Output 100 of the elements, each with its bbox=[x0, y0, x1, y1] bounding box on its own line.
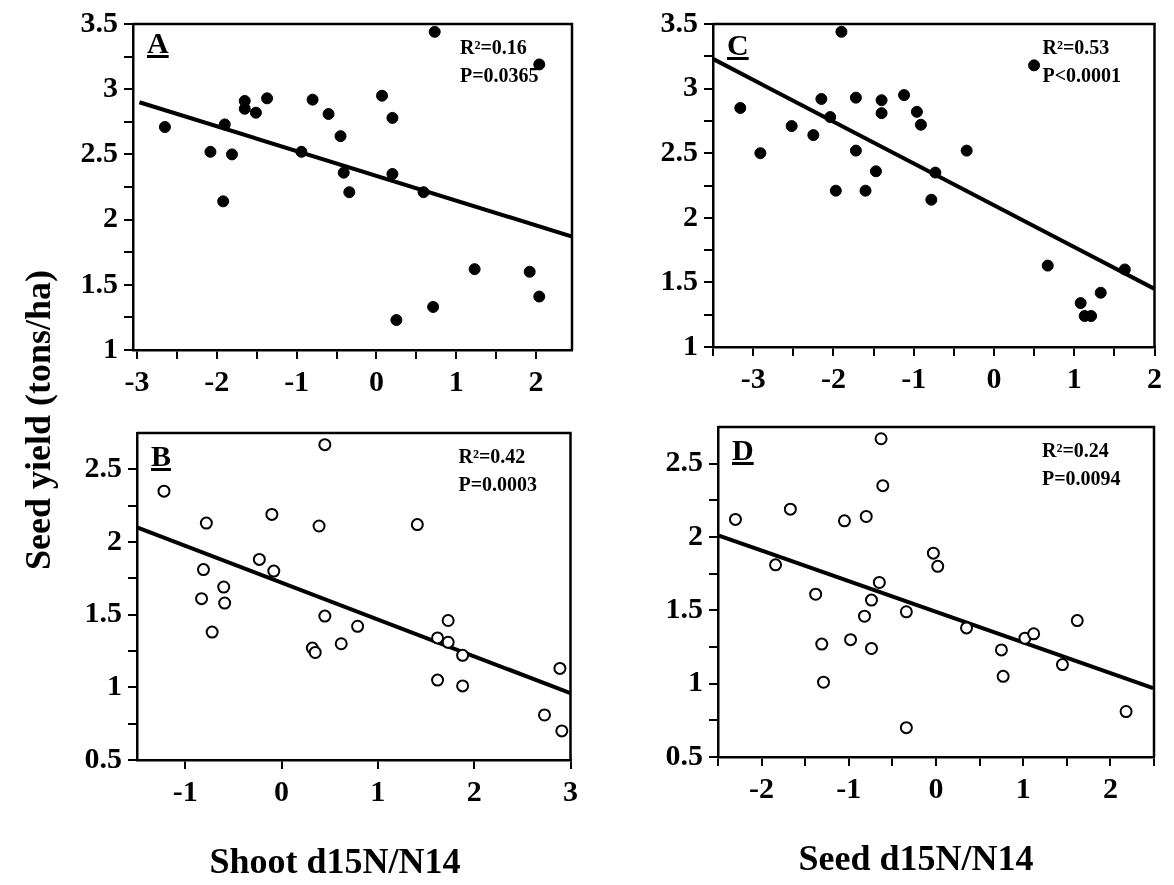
annotation: R²=0.42 bbox=[458, 445, 526, 467]
x-tick-label: -3 bbox=[124, 363, 150, 397]
x-tick-label: 1 bbox=[1015, 770, 1031, 804]
point bbox=[204, 145, 217, 158]
point bbox=[218, 596, 232, 610]
y-tick-label: 3 bbox=[103, 69, 118, 103]
x-tick-label: 0 bbox=[928, 770, 944, 804]
point bbox=[1119, 705, 1133, 719]
point bbox=[815, 637, 829, 651]
point bbox=[858, 609, 871, 623]
y-tick-label: 1 bbox=[107, 668, 122, 702]
y-tick-label: 1 bbox=[103, 330, 118, 364]
point bbox=[960, 621, 974, 635]
point bbox=[428, 25, 441, 38]
point bbox=[431, 673, 445, 687]
point bbox=[225, 148, 238, 161]
point bbox=[431, 631, 445, 645]
point bbox=[837, 514, 851, 528]
point bbox=[899, 605, 913, 619]
y-axis-title: Seed yield (tons/ha) bbox=[17, 269, 59, 571]
point bbox=[456, 648, 470, 662]
y-tick-label: 3.5 bbox=[660, 4, 698, 38]
point bbox=[523, 265, 536, 278]
x-tick-label: 1 bbox=[370, 773, 386, 807]
x-tick-label: 0 bbox=[274, 773, 289, 807]
y-tick-label: 2 bbox=[107, 522, 122, 556]
point bbox=[783, 502, 797, 516]
point bbox=[996, 669, 1010, 683]
point bbox=[312, 519, 326, 533]
point bbox=[390, 314, 403, 327]
point bbox=[875, 94, 888, 107]
annotation: P<0.0001 bbox=[1042, 64, 1122, 86]
point bbox=[157, 484, 171, 498]
point bbox=[308, 645, 322, 659]
point bbox=[728, 512, 742, 526]
x-tick-label: -2 bbox=[749, 770, 775, 804]
point bbox=[267, 564, 281, 578]
point bbox=[931, 559, 945, 573]
annotation: R²=0.16 bbox=[460, 36, 527, 58]
point bbox=[864, 641, 878, 655]
x-tick-label: 2 bbox=[1102, 770, 1118, 804]
y-tick-label: 1 bbox=[683, 327, 698, 361]
point bbox=[1094, 286, 1107, 299]
y-tick-label: 1 bbox=[688, 664, 703, 698]
point bbox=[815, 92, 828, 105]
point bbox=[537, 708, 551, 722]
point bbox=[859, 509, 873, 523]
point bbox=[835, 25, 848, 38]
point bbox=[217, 580, 231, 594]
chart-title: B bbox=[151, 439, 172, 473]
point bbox=[337, 166, 350, 179]
y-tick-label: 1.5 bbox=[80, 265, 118, 299]
point bbox=[785, 120, 798, 133]
point bbox=[1055, 658, 1069, 672]
x-tick-label: 1 bbox=[448, 363, 464, 397]
point bbox=[875, 107, 888, 120]
point bbox=[926, 546, 940, 560]
point bbox=[1041, 259, 1054, 272]
point bbox=[876, 479, 890, 493]
point bbox=[265, 507, 279, 521]
point bbox=[555, 724, 569, 738]
x-axis-title: Seed d15N/N14 bbox=[798, 837, 1034, 879]
y-tick-label: 2 bbox=[683, 198, 698, 232]
point bbox=[1074, 297, 1087, 310]
annotation: R²=0.24 bbox=[1042, 439, 1109, 461]
point bbox=[441, 635, 455, 649]
point bbox=[410, 518, 424, 532]
y-tick-label: 2 bbox=[103, 200, 118, 234]
point bbox=[322, 107, 335, 120]
point bbox=[809, 587, 823, 601]
y-tick-label: 2.5 bbox=[84, 450, 122, 484]
point bbox=[427, 300, 440, 313]
point bbox=[295, 145, 308, 158]
annotation: P=0.0003 bbox=[458, 473, 538, 495]
point bbox=[441, 613, 455, 627]
x-tick-label: -2 bbox=[820, 360, 846, 394]
point bbox=[343, 186, 356, 199]
point bbox=[417, 186, 430, 199]
point bbox=[914, 118, 927, 131]
x-tick-label: 2 bbox=[466, 773, 482, 807]
x-tick-label: -1 bbox=[284, 363, 310, 397]
point bbox=[898, 89, 911, 102]
point bbox=[376, 89, 389, 102]
point bbox=[849, 144, 862, 157]
y-tick-label: 0.5 bbox=[665, 737, 703, 771]
y-tick-label: 0.5 bbox=[84, 740, 122, 774]
point bbox=[217, 195, 230, 208]
point bbox=[386, 111, 399, 124]
x-tick-label: 1 bbox=[1066, 360, 1082, 394]
y-tick-label: 2.5 bbox=[80, 135, 118, 169]
x-tick-label: 0 bbox=[986, 360, 1002, 394]
point bbox=[994, 643, 1008, 657]
point bbox=[252, 552, 266, 566]
point bbox=[754, 147, 767, 160]
point bbox=[205, 625, 219, 639]
x-tick-label: 3 bbox=[563, 773, 578, 807]
x-tick-label: -3 bbox=[740, 360, 766, 394]
point bbox=[960, 144, 973, 157]
point bbox=[899, 721, 913, 735]
point bbox=[533, 290, 546, 303]
